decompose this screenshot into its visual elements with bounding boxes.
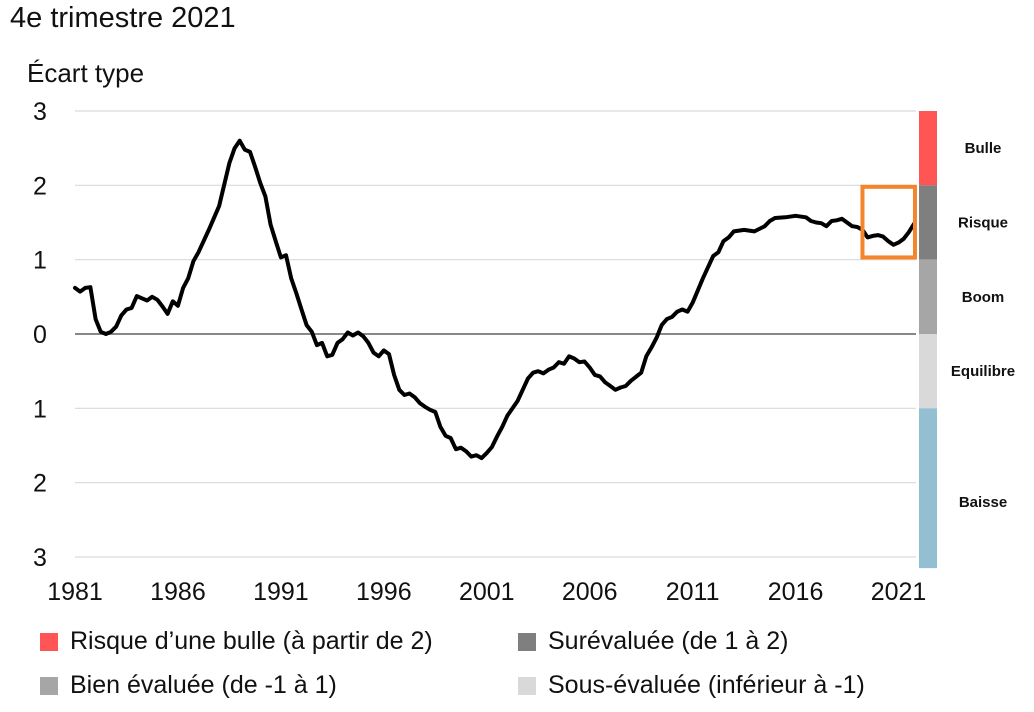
legend-swatch-surevaluee: [518, 632, 536, 651]
zone-label: Risque: [958, 215, 1008, 232]
legend-item-sous-evaluee: Sous-évaluée (inférieur à -1): [518, 671, 865, 700]
legend-item-bien-evaluee: Bien évaluée (de -1 à 1): [40, 671, 337, 700]
legend-label-bien-evaluee: Bien évaluée (de -1 à 1): [70, 671, 337, 699]
legend-item-surevaluee: Surévaluée (de 1 à 2): [518, 627, 788, 656]
x-tick-label: 2021: [871, 578, 927, 606]
legend-label-surevaluee: Surévaluée (de 1 à 2): [548, 627, 789, 655]
legend-swatch-bulle: [40, 632, 58, 651]
y-axis-label: Écart type: [27, 58, 145, 88]
y-tick-label: 2: [33, 172, 47, 200]
y-tick-label: 3: [33, 98, 47, 126]
legend-swatch-bien-evaluee: [40, 676, 58, 695]
legend-label-sous-evaluee: Sous-évaluée (inférieur à -1): [548, 671, 865, 699]
x-tick-label: 2016: [768, 578, 824, 606]
x-tick-label: 1991: [253, 578, 309, 606]
y-tick-label: 1: [33, 247, 47, 275]
zone-label: Equilibre: [951, 363, 1015, 380]
legend-item-bulle: Risque d’une bulle (à partir de 2): [40, 627, 433, 656]
legend-swatch-sous-evaluee: [518, 676, 536, 695]
x-tick-label: 2006: [562, 578, 618, 606]
zone-bar-segment: [919, 408, 937, 569]
zone-bar-segment: [919, 111, 937, 186]
x-tick-label: 1996: [356, 578, 412, 606]
zone-bar-segment: [919, 185, 937, 260]
x-tick-label: 1986: [150, 578, 206, 606]
x-tick-label: 1981: [47, 578, 103, 606]
x-tick-label: 2011: [666, 578, 720, 606]
highlight-box: [860, 184, 917, 260]
zone-label: Boom: [962, 289, 1005, 306]
zone-label: Bulle: [965, 140, 1002, 157]
y-tick-label: 0: [33, 321, 47, 349]
zone-label: Baisse: [959, 494, 1007, 511]
x-tick-label: 2001: [459, 578, 515, 606]
zone-bar-segment: [919, 259, 937, 334]
chart-legend: Risque d’une bulle (à partir de 2) Surév…: [40, 627, 940, 707]
legend-label-bulle: Risque d’une bulle (à partir de 2): [70, 627, 433, 655]
y-tick-label: 2: [33, 470, 47, 498]
series-line: [73, 138, 916, 461]
chart-title: 4e trimestre 2021: [10, 2, 236, 34]
y-tick-label: 3: [33, 544, 47, 572]
zone-bar-segment: [919, 334, 937, 409]
y-tick-label: 1: [33, 395, 47, 423]
